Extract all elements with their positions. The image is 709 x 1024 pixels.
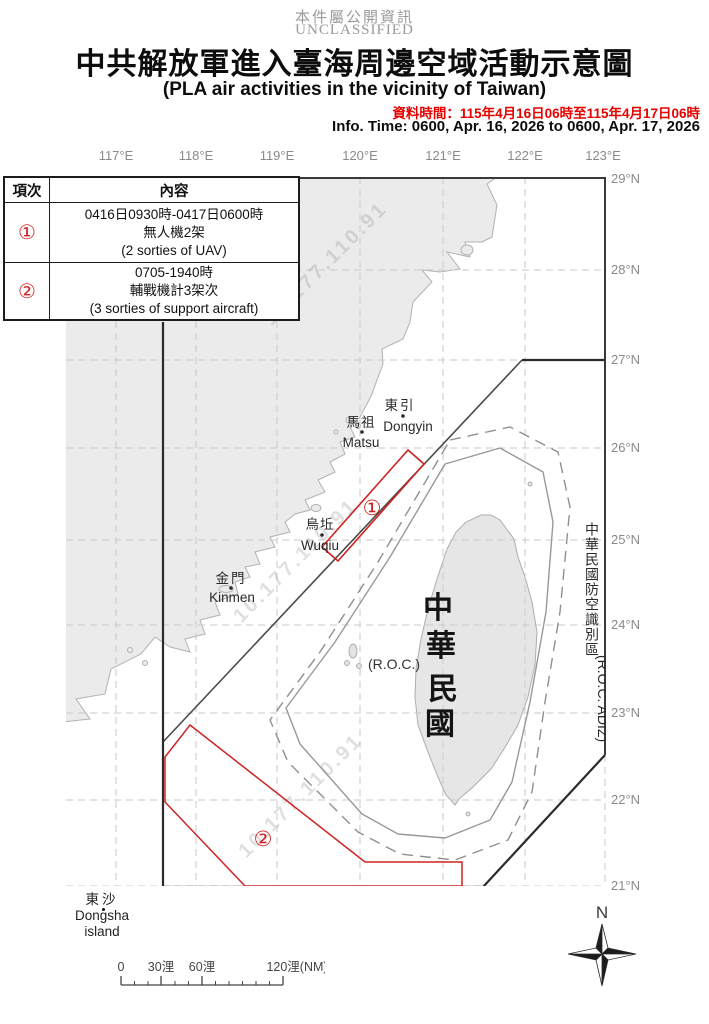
strait-median-line: [162, 359, 523, 743]
page-title-en: (PLA air activities in the vicinity of T…: [162, 79, 547, 100]
kinmen-label-en: Kinmen: [209, 590, 255, 605]
compass-star-icon: [567, 923, 637, 987]
legend-row-2-line-3: (3 sorties of support aircraft): [89, 301, 259, 316]
adiz-caption-zh: 中華民國防空識別區: [584, 522, 600, 657]
svg-text:民: 民: [428, 673, 458, 706]
dongsha-label-en2: island: [84, 924, 120, 939]
lon-label-122e: 122°E: [507, 148, 543, 163]
compass-rose: N: [567, 903, 637, 987]
legend-row-2-line-1: 0705-1940時: [134, 265, 214, 280]
compass-north-label: N: [596, 903, 608, 922]
legend-row-1-line-2: 無人機2架: [143, 224, 205, 240]
legend-col-content: 內容: [49, 176, 300, 203]
roc-abbrev-label: (R.O.C.): [368, 656, 420, 672]
matsu-label-en: Matsu: [343, 435, 380, 450]
dongsha-label-block: 東沙 Dongsha island: [58, 892, 146, 940]
lat-label-26n: 26°N: [611, 440, 641, 455]
lat-label-25n: 25°N: [611, 532, 641, 547]
roc-title-vertical: 中 華 民 國: [423, 592, 458, 741]
area-2-number: ②: [254, 828, 273, 851]
lon-label-121e: 121°E: [425, 148, 461, 163]
dongsha-label-zh: 東沙: [85, 892, 119, 907]
lat-label-28n: 28°N: [611, 262, 641, 277]
place-labels: 東引 Dongyin 馬祖 Matsu 烏坵 Wuqiu 金門 Kinmen: [209, 398, 433, 605]
legend-row-1: ① 0416日0930時-0417日0600時 無人機2架 (2 sorties…: [3, 202, 300, 263]
matsu-dot: [360, 430, 364, 434]
lon-label-118e: 118°E: [178, 148, 214, 163]
matsu-label-zh: 馬祖: [347, 415, 376, 430]
lon-label-123e: 123°E: [585, 148, 621, 163]
offshore-islets: [344, 481, 533, 817]
taiwan-island: [414, 514, 538, 806]
info-time-zh: 資料時間：115年4月16日06時至115年4月17日06時: [392, 106, 700, 121]
wuqiu-label-en: Wuqiu: [301, 538, 339, 553]
svg-text:國: 國: [425, 708, 455, 741]
info-time-en: Info. Time: 0600, Apr. 16, 2026 to 0600,…: [332, 118, 700, 135]
dongsha-label-en1: Dongsha: [74, 908, 130, 923]
legend-row-1-id: ①: [3, 202, 50, 263]
dongyin-label-zh: 東引: [385, 398, 416, 413]
lat-label-24n: 24°N: [611, 617, 641, 632]
adiz-boundary: [161, 322, 606, 886]
classification-zh: 本件屬公開資訊: [294, 10, 414, 26]
inner-solid-contour: [285, 447, 554, 839]
legend-col-item: 項次: [3, 176, 50, 203]
scale-60-label: 60浬: [189, 960, 215, 974]
page-title-zh: 中共解放軍進入臺海周邊空域活動示意圖: [75, 48, 634, 81]
scale-0-label: 0: [118, 960, 125, 974]
wuqiu-dot: [320, 533, 324, 537]
classification-en: UNCLASSIFIED: [295, 22, 414, 38]
legend-row-2: ② 0705-1940時 輔戰機計3架次 (3 sorties of suppo…: [3, 262, 300, 321]
dongyin-dot: [401, 414, 405, 418]
lat-label-22n: 22°N: [611, 792, 641, 807]
scale-30-label: 30浬: [148, 960, 174, 974]
lat-label-21n: 21°N: [611, 878, 641, 893]
svg-text:華: 華: [426, 630, 456, 663]
kinmen-dot: [229, 586, 233, 590]
lat-label-29n: 29°N: [611, 171, 641, 186]
area-1-number: ①: [363, 497, 382, 520]
legend-header-row: 項次 內容: [3, 176, 300, 203]
activity-legend-table: 項次 內容 ① 0416日0930時-0417日0600時 無人機2架 (2 s…: [3, 176, 300, 321]
legend-row-2-line-2: 輔戰機計3架次: [129, 283, 219, 298]
legend-row-1-line-1: 0416日0930時-0417日0600時: [84, 206, 264, 222]
activity-area-2: [164, 723, 463, 886]
dongyin-label-en: Dongyin: [383, 419, 433, 434]
svg-text:中: 中: [423, 592, 453, 625]
kinmen-label-zh: 金門: [216, 571, 247, 586]
legend-row-2-id: ②: [3, 262, 50, 321]
lat-label-27n: 27°N: [611, 352, 641, 367]
activity-area-1: [320, 448, 426, 563]
lon-label-117e: 117°E: [98, 148, 134, 163]
dongsha-dot: [102, 908, 105, 911]
legend-row-1-line-3: (2 sorties of UAV): [121, 242, 227, 258]
scale-120-label: 120浬(NM): [266, 960, 325, 974]
scale-bar-ticks: [120, 976, 284, 986]
outer-dashed-contour: [269, 426, 571, 861]
lon-label-119e: 119°E: [259, 148, 295, 163]
scale-bar: 0 30浬 60浬 120浬(NM): [118, 960, 325, 986]
lon-label-120e: 120°E: [342, 148, 378, 163]
lat-label-23n: 23°N: [611, 705, 641, 720]
wuqiu-label-zh: 烏坵: [306, 516, 335, 532]
adiz-caption-en: (R.O.C. ADIZ): [595, 655, 606, 742]
